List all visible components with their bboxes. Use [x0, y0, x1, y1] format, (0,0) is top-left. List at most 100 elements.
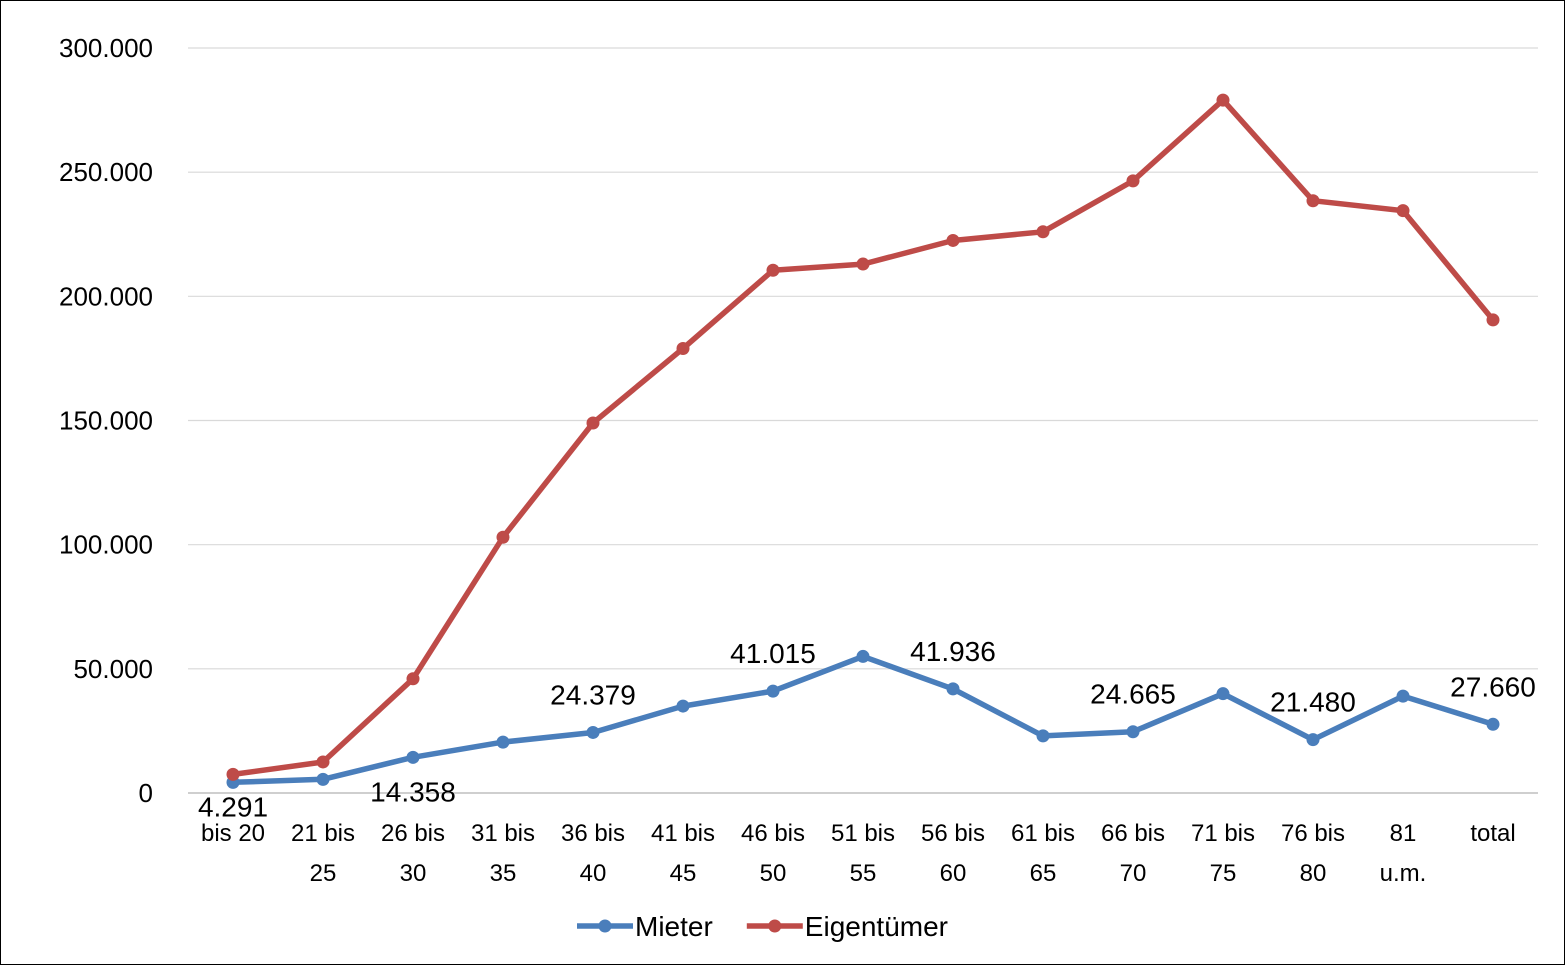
x-category-label: 41 bis 45 — [651, 820, 715, 887]
data-point-mieter — [496, 735, 510, 749]
x-category-label-line: 50 — [760, 860, 787, 887]
series-lines — [226, 93, 1500, 789]
series-line-eigentuemer — [230, 97, 1496, 778]
x-category-label-line: 30 — [400, 860, 427, 887]
y-axis-tick-labels: 0 50.000 100.000 150.000 200.000 250.000 300.0… — [59, 33, 153, 808]
data-point-mieter — [1216, 687, 1230, 701]
gridlines — [188, 47, 1538, 794]
data-point-eigentuemer — [316, 755, 330, 769]
x-category-label-line: 76 bis — [1281, 820, 1345, 847]
x-category-label-line: 41 bis — [651, 820, 715, 847]
data-label-mieter: 24.665 — [1090, 679, 1176, 710]
x-category-label-line: 81 — [1390, 820, 1417, 847]
series-line-mieter — [230, 653, 1496, 786]
legend-swatch-marker — [598, 919, 612, 933]
x-category-label-line: 55 — [850, 860, 877, 887]
data-label-mieter: 14.358 — [370, 776, 456, 807]
data-point-mieter — [1486, 717, 1500, 731]
x-category-label: 21 bis 25 — [291, 820, 355, 887]
data-point-mieter — [946, 682, 960, 696]
y-tick-label: 0 — [139, 778, 153, 808]
x-category-label: 76 bis 80 — [1281, 820, 1345, 887]
x-category-label-line: 70 — [1120, 860, 1147, 887]
y-tick-label: 50.000 — [73, 654, 153, 684]
y-tick-label: 250.000 — [59, 157, 153, 187]
data-point-mieter — [1126, 725, 1140, 739]
x-category-label-line: 26 bis — [381, 820, 445, 847]
data-point-mieter — [676, 699, 690, 713]
x-category-label-line: 46 bis — [741, 820, 805, 847]
data-label-mieter: 27.660 — [1450, 671, 1536, 702]
data-point-eigentuemer — [856, 257, 870, 271]
x-category-label-line: 71 bis — [1191, 820, 1255, 847]
y-tick-label: 100.000 — [59, 530, 153, 560]
x-category-label: total — [1470, 820, 1515, 847]
x-category-label-line: u.m. — [1380, 860, 1427, 887]
series-mieter — [226, 649, 1500, 789]
x-category-label-line: total — [1470, 820, 1515, 847]
x-category-label-line: 31 bis — [471, 820, 535, 847]
x-category-label-line: 40 — [580, 860, 607, 887]
y-tick-label: 300.000 — [59, 33, 153, 63]
data-point-eigentuemer — [586, 416, 600, 430]
x-category-label-line: 75 — [1210, 860, 1237, 887]
data-point-eigentuemer — [406, 672, 420, 686]
y-tick-label: 200.000 — [59, 281, 153, 311]
data-label-mieter: 4.291 — [198, 791, 268, 822]
x-category-label-line: 56 bis — [921, 820, 985, 847]
x-category-label-line: 21 bis — [291, 820, 355, 847]
data-label-mieter: 24.379 — [550, 679, 636, 710]
x-category-label-line: 60 — [940, 860, 967, 887]
x-category-label: 71 bis 75 — [1191, 820, 1255, 887]
x-category-label: 46 bis 50 — [741, 820, 805, 887]
data-point-eigentuemer — [1216, 93, 1230, 107]
x-category-label-line: bis 20 — [201, 820, 265, 847]
x-category-label: 81 u.m. — [1380, 820, 1427, 887]
x-category-label-line: 80 — [1300, 860, 1327, 887]
x-category-label-line: 35 — [490, 860, 517, 887]
x-category-label-line: 61 bis — [1011, 820, 1075, 847]
x-category-label-line: 36 bis — [561, 820, 625, 847]
data-point-eigentuemer — [1486, 313, 1500, 327]
legend-label: Eigentümer — [805, 911, 948, 942]
data-point-eigentuemer — [1306, 194, 1320, 208]
x-category-label-line: 45 — [670, 860, 697, 887]
data-label-mieter: 41.015 — [730, 638, 816, 669]
legend-entry-eigentuemer: Eigentümer — [746, 911, 948, 942]
series-eigentuemer — [226, 93, 1500, 781]
legend-swatch-marker — [768, 919, 782, 933]
data-point-mieter — [316, 772, 330, 786]
x-category-label: 26 bis 30 — [381, 820, 445, 887]
data-label-mieter: 21.480 — [1270, 687, 1356, 718]
data-point-mieter — [1306, 733, 1320, 747]
legend-label: Mieter — [635, 911, 713, 942]
data-point-mieter — [586, 725, 600, 739]
data-point-eigentuemer — [946, 233, 960, 247]
x-axis-category-labels: bis 20 21 bis 25 26 bis 30 31 bis 35 36 bis 40 41… — [201, 820, 1516, 887]
x-category-label: 56 bis 60 — [921, 820, 985, 887]
x-category-label: 66 bis 70 — [1101, 820, 1165, 887]
data-point-eigentuemer — [226, 767, 240, 781]
data-point-eigentuemer — [676, 341, 690, 355]
data-point-mieter — [1036, 729, 1050, 743]
data-point-eigentuemer — [1396, 204, 1410, 218]
x-category-label: 61 bis 65 — [1011, 820, 1075, 887]
data-point-mieter — [406, 750, 420, 764]
data-point-mieter — [766, 684, 780, 698]
data-point-eigentuemer — [1036, 225, 1050, 239]
data-point-eigentuemer — [766, 263, 780, 277]
x-category-label-line: 66 bis — [1101, 820, 1165, 847]
data-point-eigentuemer — [1126, 174, 1140, 188]
data-labels: 4.291 14.358 24.379 41.015 41.936 24.665 21.48… — [198, 636, 1536, 822]
x-category-label-line: 51 bis — [831, 820, 895, 847]
data-point-eigentuemer — [496, 530, 510, 544]
y-tick-label: 150.000 — [59, 406, 153, 436]
legend: Mieter Eigentümer — [577, 911, 948, 942]
data-label-mieter: 41.936 — [910, 636, 996, 667]
x-category-label: 36 bis 40 — [561, 820, 625, 887]
x-category-label: 51 bis 55 — [831, 820, 895, 887]
x-category-label: bis 20 — [201, 820, 265, 847]
data-point-mieter — [1396, 689, 1410, 703]
x-category-label-line: 65 — [1030, 860, 1057, 887]
